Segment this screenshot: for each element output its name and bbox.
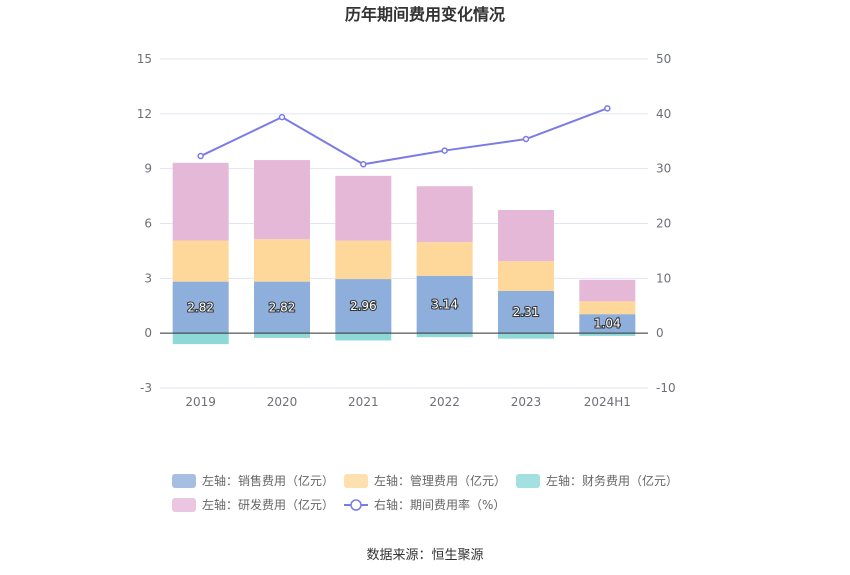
right-axis: -10 0 10 20 30 40 50 <box>656 52 676 395</box>
legend-swatch <box>172 498 196 512</box>
left-tick-label: 15 <box>137 52 152 66</box>
left-tick-label: 9 <box>144 162 152 176</box>
left-tick-label: -3 <box>140 381 152 395</box>
rate-point <box>360 161 367 168</box>
bar-labels: 2.82 2.82 2.96 3.14 2.31 1.04 <box>186 296 621 331</box>
bar-segment <box>498 261 554 291</box>
bar-segment <box>498 333 554 339</box>
bar-segment <box>254 281 310 334</box>
bar-segment <box>498 290 554 334</box>
left-tick-label: 6 <box>144 217 152 231</box>
left-tick-label: 3 <box>144 271 152 285</box>
bar-segment <box>579 301 636 315</box>
bar-segment <box>335 333 392 341</box>
bar-value-label: 2.31 <box>513 305 540 319</box>
right-tick-label: 20 <box>656 217 671 231</box>
bar-segment <box>254 333 310 338</box>
source-note: 数据来源：恒生聚源 <box>366 548 483 563</box>
legend-label: 左轴：财务费用（亿元） <box>546 473 678 488</box>
right-tick-label: 0 <box>656 326 664 340</box>
right-tick-label: 30 <box>656 162 671 176</box>
bar-segment <box>416 186 473 243</box>
bar-segment <box>335 240 392 280</box>
legend-label: 左轴：管理费用（亿元） <box>374 473 506 488</box>
rate-point <box>197 152 204 160</box>
x-axis: 2019 2020 2021 2022 2023 2024H1 <box>185 395 631 409</box>
bar-value-label: 3.14 <box>431 297 458 311</box>
bar-segment <box>254 239 310 282</box>
rate-point <box>441 147 448 154</box>
legend-label: 左轴：销售费用（亿元） <box>202 473 334 488</box>
bar-segment <box>579 314 636 334</box>
legend: 左轴：销售费用（亿元） 左轴：管理费用（亿元） 左轴：财务费用（亿元） 左轴：研发费用… <box>172 473 678 512</box>
right-tick-label: 40 <box>656 107 671 121</box>
left-tick-label: 12 <box>137 107 152 121</box>
legend-line-marker <box>350 499 362 511</box>
left-tick-label: 0 <box>144 326 152 340</box>
rate-point <box>278 113 286 121</box>
bar-value-label: 2.82 <box>269 300 296 314</box>
bar-value-label: 1.04 <box>594 317 621 331</box>
bar-segment <box>498 209 554 262</box>
legend-label: 右轴：期间费用率（%） <box>374 497 505 512</box>
bar-segment <box>579 279 636 302</box>
x-tick-label: 2024H1 <box>584 395 631 409</box>
bar-value-label: 2.96 <box>350 299 377 313</box>
bar-segment <box>254 160 310 240</box>
x-tick-label: 2023 <box>511 395 542 409</box>
bar-segment <box>172 162 229 241</box>
bar-segment <box>335 175 392 241</box>
rate-line <box>200 107 608 166</box>
left-axis: -3 0 3 6 9 12 15 <box>137 52 152 395</box>
bar-segment <box>172 333 229 345</box>
bar-segment <box>416 242 473 276</box>
legend-swatch <box>344 474 368 488</box>
x-tick-label: 2020 <box>267 395 298 409</box>
line-series <box>197 105 611 168</box>
right-tick-label: -10 <box>656 381 676 395</box>
x-tick-label: 2022 <box>429 395 460 409</box>
bars <box>172 160 636 345</box>
bar-segment <box>335 279 392 334</box>
right-tick-label: 50 <box>656 52 671 66</box>
bar-segment <box>416 275 473 334</box>
bar-segment <box>579 333 636 336</box>
legend-swatch <box>516 474 540 488</box>
legend-label: 左轴：研发费用（亿元） <box>202 497 334 512</box>
grid <box>160 58 648 389</box>
rate-point <box>522 135 530 143</box>
right-tick-label: 10 <box>656 271 671 285</box>
bar-value-label: 2.82 <box>187 300 214 314</box>
legend-swatch <box>172 474 196 488</box>
rate-point <box>604 105 611 112</box>
x-tick-label: 2019 <box>185 395 216 409</box>
chart-title: 历年期间费用变化情况 <box>345 5 505 24</box>
bar-segment <box>416 333 473 338</box>
x-tick-label: 2021 <box>348 395 379 409</box>
bar-segment <box>172 240 229 282</box>
bar-segment <box>172 281 229 334</box>
